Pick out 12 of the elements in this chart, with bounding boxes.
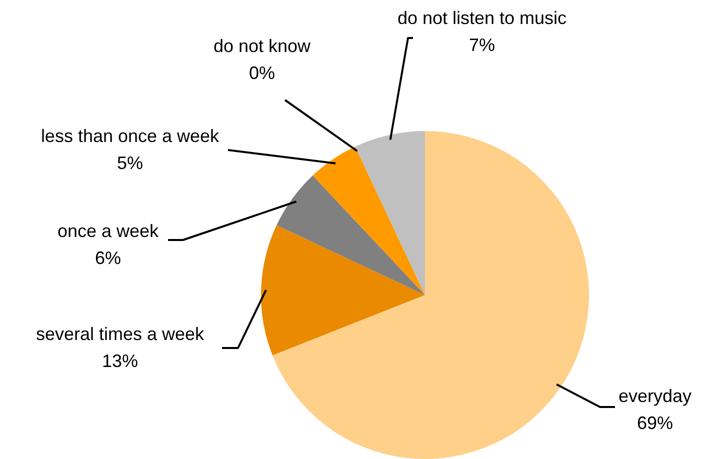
data-label: 6% xyxy=(94,248,122,268)
slice-label: do not listen to music xyxy=(397,8,567,28)
text: 0% xyxy=(248,63,276,83)
slice-label: everyday xyxy=(618,386,692,406)
slice-label: several times a week xyxy=(36,324,206,344)
data-label: 5% xyxy=(116,153,144,173)
data-label: 13% xyxy=(102,351,138,371)
slice-label: once a week xyxy=(57,221,160,241)
data-label: 7% xyxy=(468,35,496,55)
category-label: do not know xyxy=(213,36,311,56)
slice-label: less than once a week xyxy=(40,126,220,146)
data-label: 69% xyxy=(636,413,674,433)
